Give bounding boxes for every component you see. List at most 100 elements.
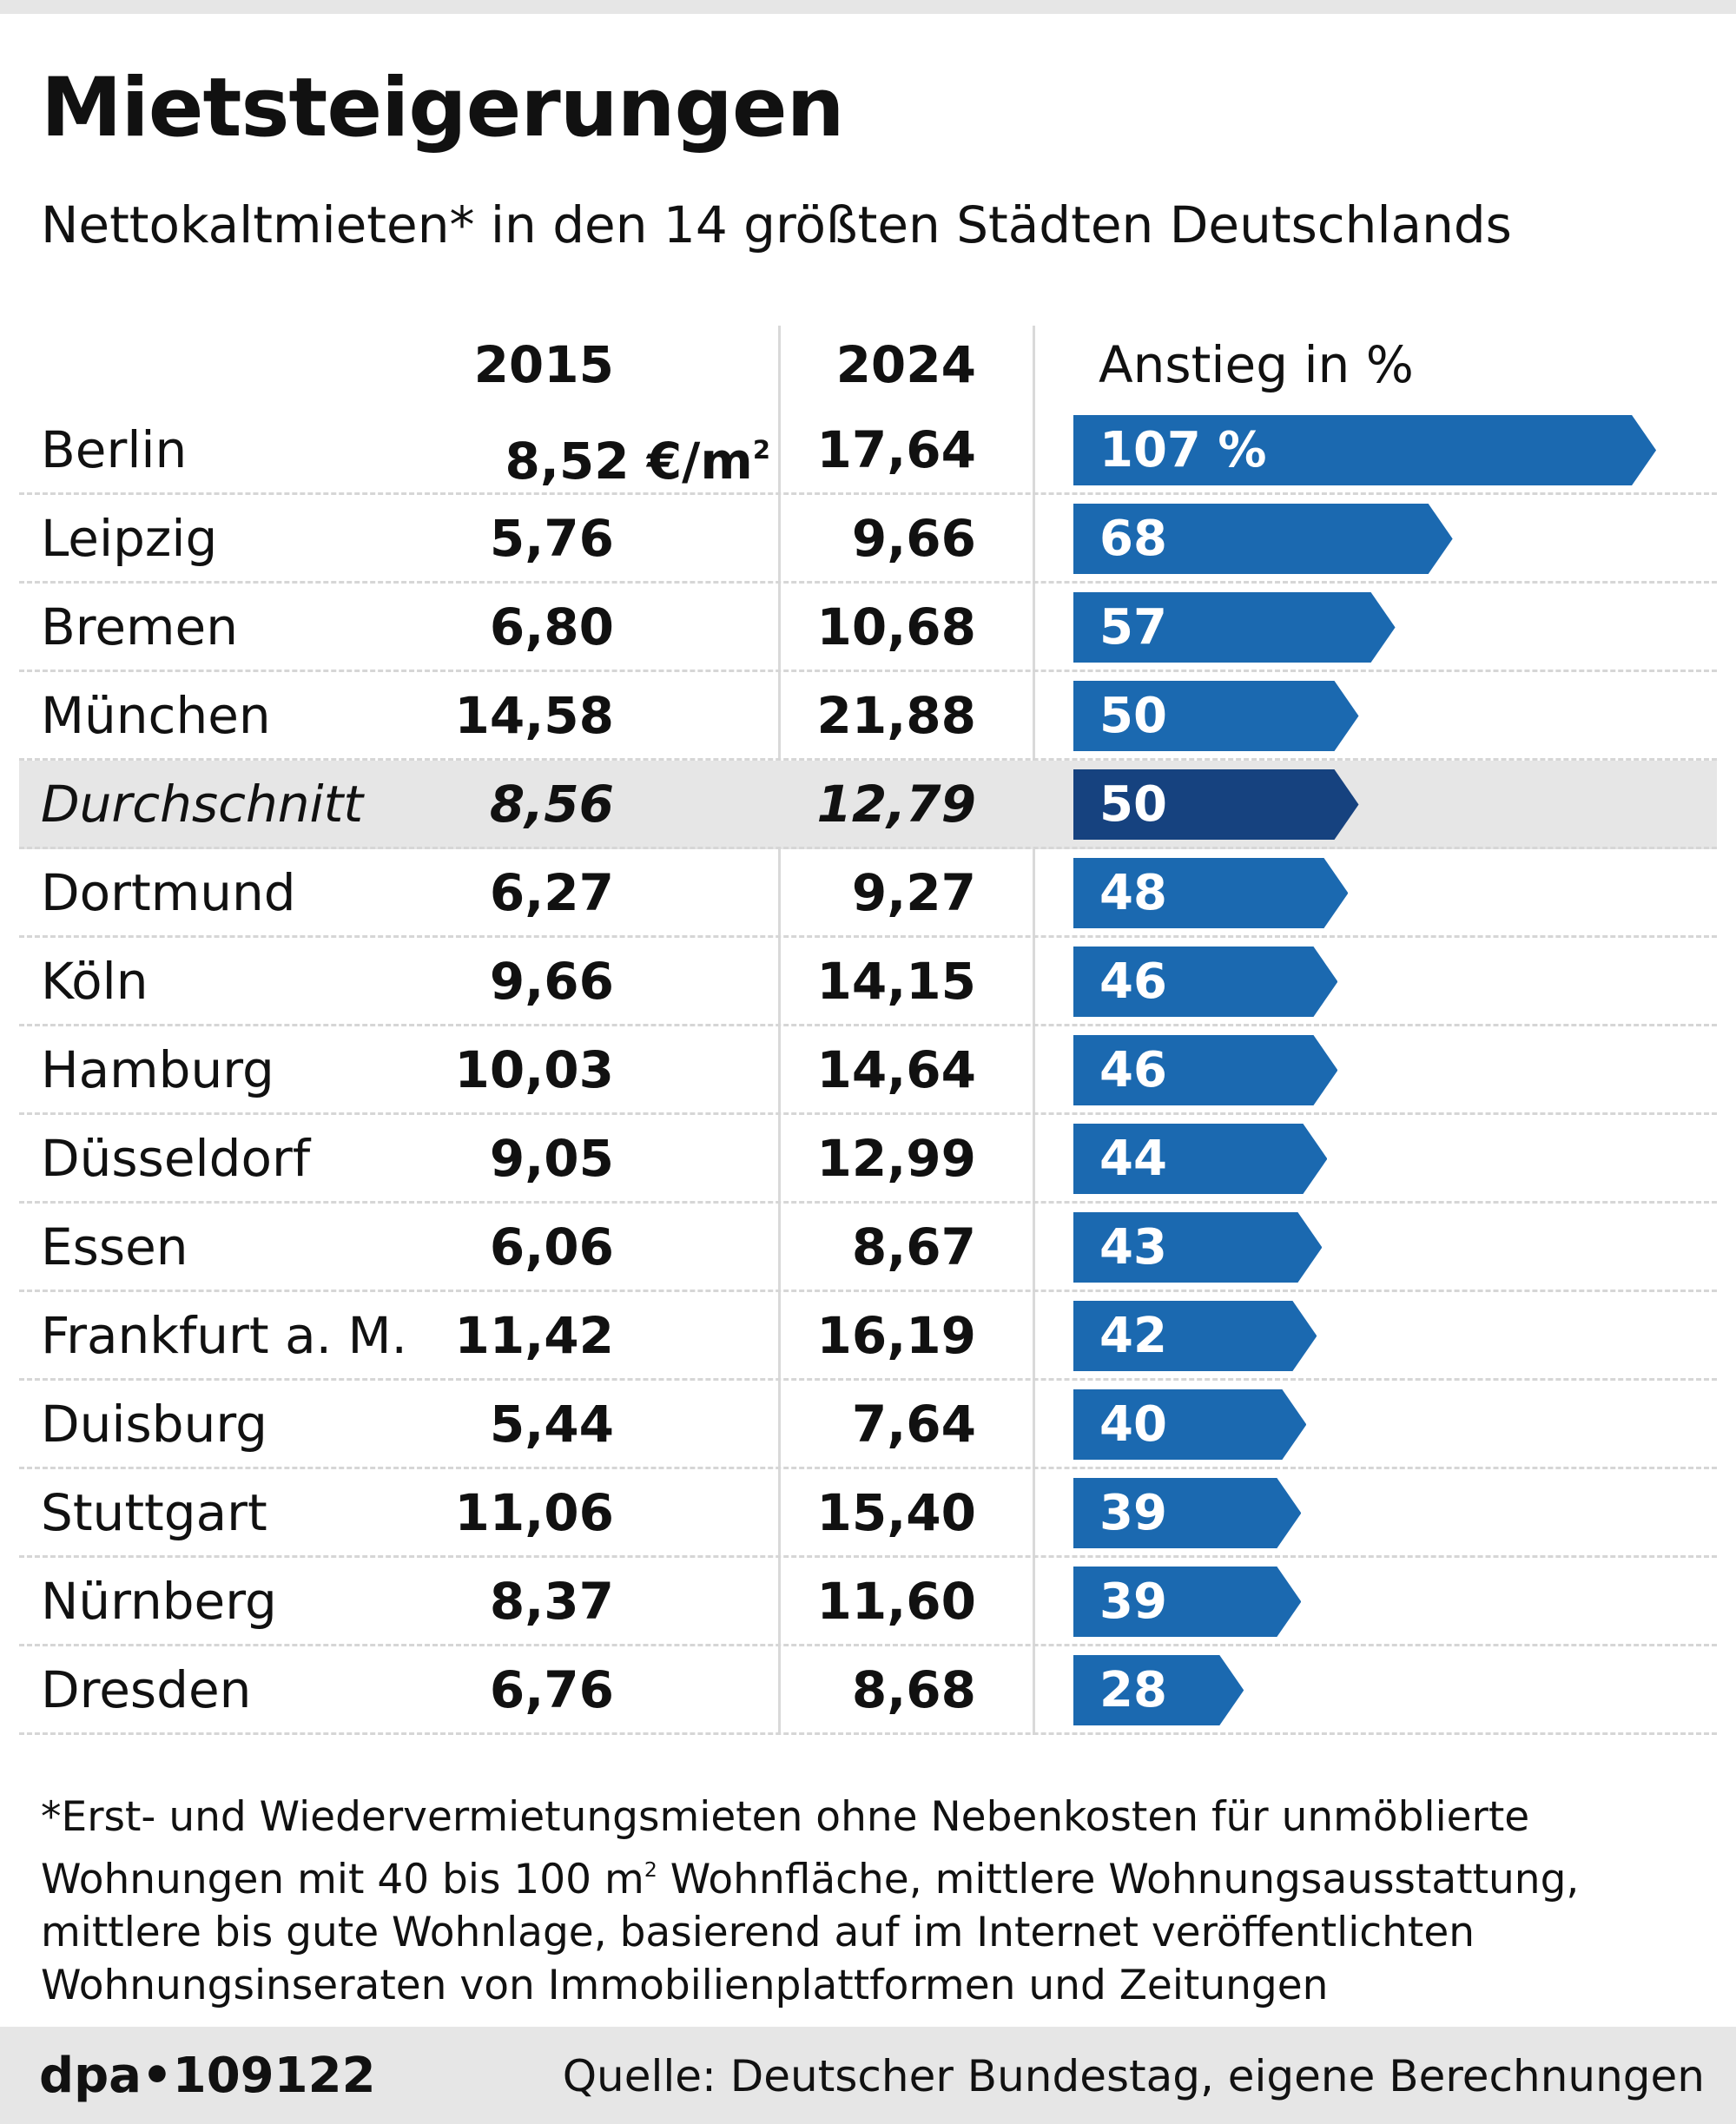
value-2015: 6,80 <box>490 592 614 662</box>
value-2015-text: 8,37 <box>489 1572 614 1631</box>
increase-bar: 68 <box>1073 504 1453 574</box>
increase-label: 42 <box>1099 1308 1167 1364</box>
value-2024: 12,79 <box>816 775 976 834</box>
value-2015-text: 14,58 <box>454 686 614 745</box>
city-name: Essen <box>41 1217 188 1276</box>
value-2015-text: 5,76 <box>489 509 614 568</box>
value-2015: 8,52 €/m2 <box>505 415 770 496</box>
increase-bar: 42 <box>1073 1301 1317 1371</box>
city-name: Durchschnitt <box>41 775 364 834</box>
chart-subtitle: Nettokaltmieten* in den 14 größten Städt… <box>41 195 1512 254</box>
increase-bar: 50 <box>1073 681 1359 751</box>
value-2015-text: 11,06 <box>454 1483 614 1542</box>
city-name: München <box>41 686 271 745</box>
table-row: Hamburg 10,03 14,64 46 <box>19 1026 1717 1115</box>
value-2015: 5,44 <box>490 1389 614 1459</box>
table-row: Nürnberg 8,37 11,60 39 <box>19 1558 1717 1646</box>
table-row: Köln 9,66 14,15 46 <box>19 938 1717 1026</box>
value-2024: 14,15 <box>816 952 976 1011</box>
value-2015: 9,66 <box>490 947 614 1016</box>
value-2015-text: 9,66 <box>489 952 614 1011</box>
city-name: Nürnberg <box>41 1572 277 1631</box>
city-name: Bremen <box>41 597 238 656</box>
table-row: München 14,58 21,88 50 <box>19 672 1717 761</box>
value-2015: 11,42 <box>455 1301 614 1370</box>
increase-bar: 39 <box>1073 1478 1301 1548</box>
dpa-credit: dpa•109122 <box>39 2048 376 2104</box>
value-2024: 14,64 <box>816 1040 976 1099</box>
city-name: Düsseldorf <box>41 1129 311 1188</box>
increase-label: 40 <box>1099 1396 1167 1453</box>
table-row: Dresden 6,76 8,68 28 <box>19 1646 1717 1735</box>
footnote: *Erst- und Wiedervermietungsmieten ohne … <box>41 1791 1708 2012</box>
value-2015-text: 6,76 <box>489 1660 614 1719</box>
value-2015: 10,03 <box>455 1035 614 1105</box>
increase-label: 68 <box>1099 511 1167 567</box>
increase-label: 57 <box>1099 599 1167 656</box>
increase-bar: 39 <box>1073 1567 1301 1637</box>
table-row: Berlin 8,52 €/m2 17,64 107 % <box>19 406 1717 495</box>
value-2015: 14,58 <box>455 681 614 750</box>
increase-label: 50 <box>1099 776 1167 833</box>
value-2024: 11,60 <box>816 1572 976 1631</box>
increase-label: 46 <box>1099 953 1167 1010</box>
increase-bar: 43 <box>1073 1212 1322 1283</box>
table-row: Leipzig 5,76 9,66 68 <box>19 495 1717 584</box>
value-2015-text: 11,42 <box>454 1306 614 1365</box>
value-2015-text: 5,44 <box>489 1395 614 1454</box>
value-2015-text: 6,27 <box>489 863 614 922</box>
value-2024: 7,64 <box>851 1395 976 1454</box>
value-2015: 6,27 <box>490 858 614 927</box>
value-2015: 5,76 <box>490 504 614 573</box>
value-2015: 6,06 <box>490 1212 614 1282</box>
increase-label: 28 <box>1099 1662 1167 1718</box>
average-row: Durchschnitt 8,56 12,79 50 <box>19 761 1717 849</box>
footer-bar: dpa•109122 Quelle: Deutscher Bundestag, … <box>0 2027 1736 2124</box>
value-2015-text: 6,80 <box>489 597 614 656</box>
city-name: Stuttgart <box>41 1483 267 1542</box>
unit: €/m <box>646 432 753 491</box>
column-divider <box>1033 326 1035 1735</box>
table-row: Frankfurt a. M. 11,42 16,19 42 <box>19 1292 1717 1381</box>
table-row: Dortmund 6,27 9,27 48 <box>19 849 1717 938</box>
increase-label: 107 % <box>1099 422 1267 478</box>
value-2024: 15,40 <box>816 1483 976 1542</box>
table-row: Essen 6,06 8,67 43 <box>19 1204 1717 1292</box>
value-2015-text: 8,52 <box>505 432 630 491</box>
value-2024: 8,68 <box>851 1660 976 1719</box>
city-name: Dortmund <box>41 863 296 922</box>
increase-bar: 40 <box>1073 1389 1306 1460</box>
top-bar <box>0 0 1736 14</box>
increase-label: 44 <box>1099 1131 1167 1187</box>
value-2015: 9,05 <box>490 1124 614 1193</box>
increase-bar: 44 <box>1073 1124 1327 1194</box>
value-2024: 10,68 <box>816 597 976 656</box>
table-row: Bremen 6,80 10,68 57 <box>19 584 1717 672</box>
table-row: Stuttgart 11,06 15,40 39 <box>19 1469 1717 1558</box>
city-name: Dresden <box>41 1660 252 1719</box>
increase-label: 46 <box>1099 1042 1167 1098</box>
city-name: Hamburg <box>41 1040 274 1099</box>
increase-bar: 50 <box>1073 769 1359 840</box>
value-2015: 8,56 <box>490 769 614 839</box>
value-2015-text: 9,05 <box>489 1129 614 1188</box>
increase-bar: 107 % <box>1073 415 1656 485</box>
value-2024: 17,64 <box>816 420 976 479</box>
footnote-text: *Erst- und Wiedervermietungsmieten ohne … <box>41 1793 1530 1903</box>
increase-bar: 48 <box>1073 858 1348 928</box>
city-name: Leipzig <box>41 509 218 568</box>
table-row: Düsseldorf 9,05 12,99 44 <box>19 1115 1717 1204</box>
city-name: Berlin <box>41 420 188 479</box>
value-2015: 6,76 <box>490 1655 614 1725</box>
increase-bar: 46 <box>1073 1035 1337 1105</box>
value-2024: 12,99 <box>816 1129 976 1188</box>
increase-bar: 46 <box>1073 947 1337 1017</box>
column-divider <box>778 326 781 1735</box>
header-2024: 2024 <box>835 335 976 394</box>
increase-label: 48 <box>1099 865 1167 921</box>
value-2024: 16,19 <box>816 1306 976 1365</box>
city-name: Frankfurt a. M. <box>41 1306 407 1365</box>
table-row: Duisburg 5,44 7,64 40 <box>19 1381 1717 1469</box>
footnote-text: Wohnfläche, mittlere Wohnungsausstattung… <box>41 1855 1580 2009</box>
value-2024: 9,27 <box>851 863 976 922</box>
